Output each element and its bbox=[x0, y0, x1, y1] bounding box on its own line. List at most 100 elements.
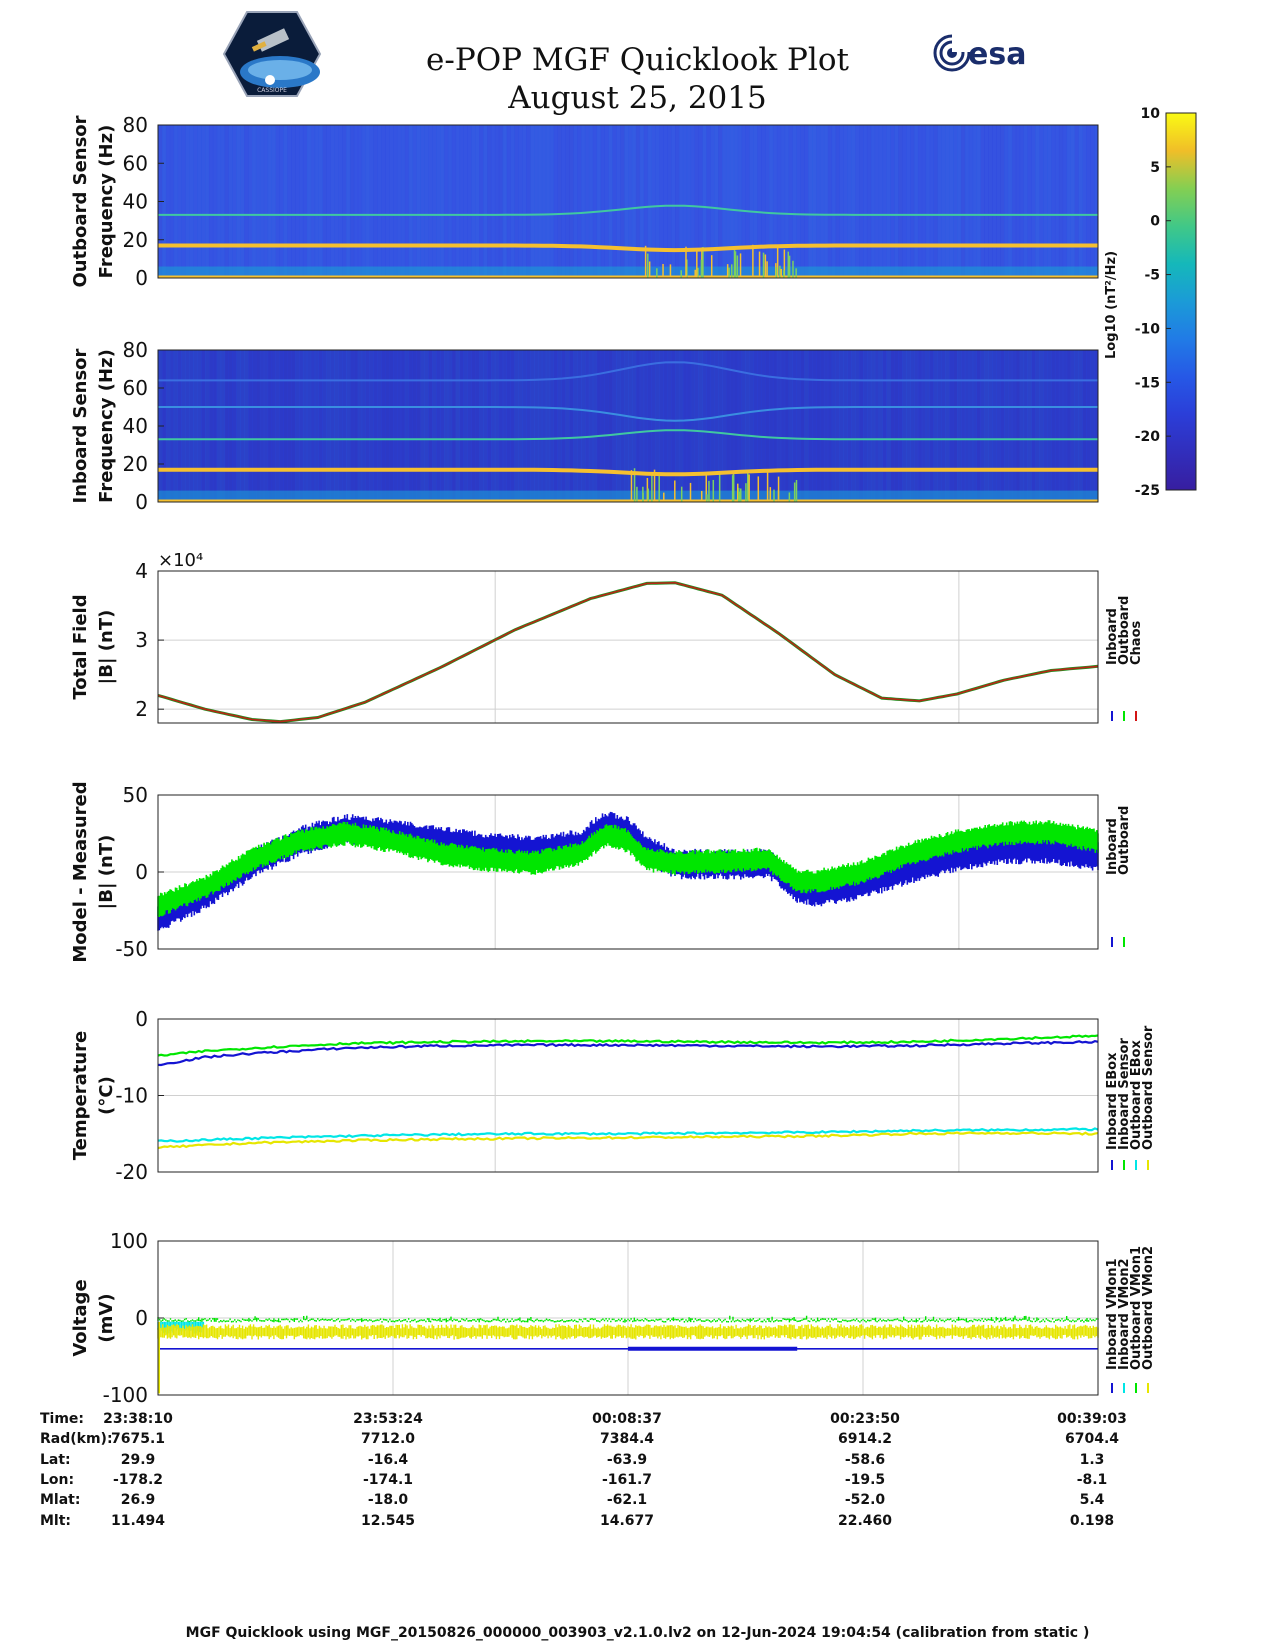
outboard-spectrogram-column bbox=[447, 125, 453, 278]
inboard-spectrogram-column bbox=[925, 350, 931, 502]
outboard-spectrogram-column bbox=[475, 125, 480, 278]
inboard-spectrogram-column bbox=[710, 350, 715, 502]
orbit-row-value: -174.1 bbox=[362, 1471, 414, 1488]
inboard-spectrogram-column bbox=[1062, 350, 1068, 502]
inboard-spectrogram-column bbox=[866, 350, 872, 502]
outboard-spectrogram-column bbox=[863, 125, 868, 278]
outboard-spectrogram-column bbox=[393, 125, 398, 278]
inboard-spectrogram-column bbox=[667, 350, 672, 502]
inboard-spectrogram-column bbox=[212, 350, 218, 502]
inboard-spectrogram-column bbox=[616, 350, 621, 502]
inboard-spectrogram-column bbox=[518, 350, 523, 502]
inboard-spectrogram-column bbox=[706, 350, 711, 502]
inboard-spectrogram-column bbox=[322, 350, 327, 502]
outboard-spectrogram-column bbox=[404, 125, 410, 278]
inboard-spectrogram-column bbox=[447, 350, 453, 502]
temperature-legend-label-0: Inboard EBox bbox=[1105, 1052, 1120, 1150]
inboard-spectrogram-column bbox=[690, 350, 696, 502]
outboard-spectrogram-column bbox=[342, 125, 347, 278]
inboard-spectrogram-column bbox=[330, 350, 335, 502]
outboard-spectrogram-column bbox=[248, 125, 253, 278]
outboard-spectrogram-column bbox=[377, 125, 382, 278]
total-field-legend-label-0: Inboard bbox=[1105, 608, 1120, 665]
model-measured-ytick-label-0: -50 bbox=[115, 937, 148, 961]
outboard-spectrogram-column bbox=[365, 125, 370, 278]
inboard-spectrogram-column bbox=[671, 350, 676, 502]
total-field-legend-label-2: Chaos bbox=[1129, 621, 1144, 665]
colorbar: 10 5 0 -5 -10 -15 -20 -25 Log10 (nT²/Hz) bbox=[1104, 106, 1197, 499]
orbit-row-label: Mlt: bbox=[40, 1512, 72, 1529]
inboard-spectrogram-column bbox=[173, 350, 179, 502]
colorbar-tick-label-2: 0 bbox=[1150, 214, 1160, 230]
outboard-spectrogram-column bbox=[968, 125, 974, 278]
inboard-spectrogram-column bbox=[737, 350, 743, 502]
inboard-spectrogram-column bbox=[1094, 350, 1099, 502]
outboard-spectrogram-column bbox=[1015, 125, 1021, 278]
outboard-spectrogram-column bbox=[816, 125, 821, 278]
outboard-spectrogram-column bbox=[244, 125, 249, 278]
outboard-spectrogram-column bbox=[373, 125, 378, 278]
inboard-spectrogram-column bbox=[287, 350, 292, 502]
outboard-spectrogram-column bbox=[565, 125, 570, 278]
outboard-spectrogram-ytick-label-4: 80 bbox=[123, 113, 148, 137]
esa-logo-text: esa bbox=[968, 37, 1026, 72]
outboard-spectrogram-column bbox=[279, 125, 284, 278]
outboard-spectrogram-column bbox=[831, 125, 837, 278]
outboard-spectrogram-column bbox=[416, 125, 421, 278]
outboard-spectrogram-column bbox=[843, 125, 848, 278]
temperature-ytick-label-0: -20 bbox=[115, 1160, 148, 1184]
outboard-spectrogram-column bbox=[765, 125, 770, 278]
inboard-spectrogram-column bbox=[412, 350, 417, 502]
outboard-spectrogram-column bbox=[667, 125, 672, 278]
inboard-spectrogram-column bbox=[996, 350, 1001, 502]
outboard-spectrogram-column bbox=[996, 125, 1001, 278]
outboard-spectrogram-ytick-label-3: 60 bbox=[123, 151, 148, 175]
outboard-spectrogram-column bbox=[581, 125, 586, 278]
model-measured-ylabel-0: Model - Measured bbox=[70, 781, 91, 962]
outboard-spectrogram-column bbox=[518, 125, 523, 278]
outboard-spectrogram-column bbox=[733, 125, 739, 278]
cassiope-logo-text: CASSIOPE bbox=[257, 87, 287, 94]
temperature-ytick-label-1: -10 bbox=[115, 1084, 148, 1108]
total-field-ylabel-0: Total Field bbox=[70, 594, 91, 699]
voltage-ylabel-0: Voltage bbox=[70, 1279, 91, 1356]
inboard-spectrogram-column bbox=[424, 350, 429, 502]
inboard-spectrogram-column bbox=[252, 350, 257, 502]
orbit-row-value: 14.677 bbox=[599, 1512, 655, 1529]
outboard-spectrogram-column bbox=[487, 125, 492, 278]
outboard-spectrogram-column bbox=[917, 125, 923, 278]
outboard-spectrogram-column bbox=[886, 125, 891, 278]
inboard-spectrogram-column bbox=[968, 350, 974, 502]
outboard-spectrogram-column bbox=[1058, 125, 1064, 278]
inboard-spectrogram-column bbox=[855, 350, 860, 502]
orbit-row-value: 5.4 bbox=[1079, 1492, 1105, 1509]
outboard-spectrogram-column bbox=[678, 125, 684, 278]
plot-date: August 25, 2015 bbox=[508, 80, 767, 116]
inboard-spectrogram bbox=[158, 350, 1099, 503]
inboard-spectrogram-column bbox=[1004, 350, 1009, 502]
inboard-spectrogram-column bbox=[843, 350, 848, 502]
outboard-spectrogram-harmonic-line-1 bbox=[158, 204, 1098, 216]
total-field-ytick-label-2: 4 bbox=[135, 559, 148, 583]
outboard-spectrogram-column bbox=[984, 125, 989, 278]
orbit-row-value: 12.545 bbox=[360, 1512, 416, 1529]
orbit-row-value: 7675.1 bbox=[110, 1431, 166, 1448]
voltage-frame bbox=[157, 1240, 1099, 1396]
outboard-spectrogram-column bbox=[1039, 125, 1044, 278]
inboard-spectrogram-column bbox=[1019, 350, 1025, 502]
voltage-ylabel-1: (mV) bbox=[96, 1293, 117, 1342]
inboard-spectrogram-column bbox=[353, 350, 359, 502]
inboard-spectrogram-column bbox=[890, 350, 895, 502]
outboard-spectrogram-column bbox=[557, 125, 562, 278]
outboard-spectrogram-column bbox=[827, 125, 833, 278]
inboard-spectrogram-column bbox=[193, 350, 198, 502]
temperature-ytick-label-2: 0 bbox=[135, 1007, 148, 1031]
inboard-spectrogram-column bbox=[487, 350, 492, 502]
orbit-row-value: 11.494 bbox=[110, 1512, 166, 1529]
outboard-spectrogram-column bbox=[651, 125, 656, 278]
inboard-spectrogram-column bbox=[463, 350, 468, 502]
outboard-spectrogram-column bbox=[1027, 125, 1032, 278]
outboard-spectrogram-column bbox=[255, 125, 261, 278]
